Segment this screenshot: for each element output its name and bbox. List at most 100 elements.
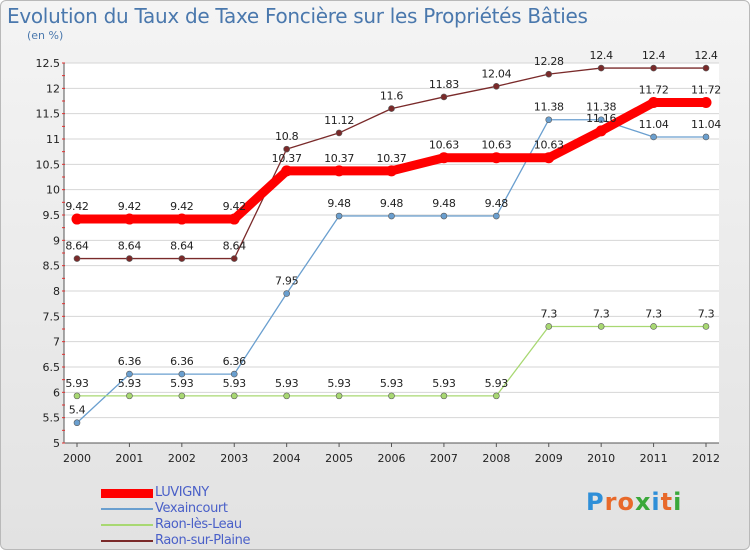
data-label: 11.04 [691,118,721,131]
y-tick-label: 9 [53,234,60,247]
data-point [73,392,81,400]
unit-label: (en %) [27,29,64,42]
legend-swatch [101,488,153,498]
data-label: 6.36 [223,355,247,368]
data-point [490,152,502,164]
data-point [702,64,710,72]
logo-letter: x [634,488,652,516]
legend-swatch [101,524,153,526]
data-label: 5.93 [485,377,509,390]
data-label: 10.63 [429,139,459,152]
legend-label: Raon-lès-Leau [155,517,242,532]
x-tick-label: 2005 [325,452,353,465]
data-label: 9.48 [380,197,404,210]
data-label: 11.72 [639,84,669,97]
data-label: 9.42 [170,200,193,213]
data-point [440,392,448,400]
data-label: 6.36 [170,355,194,368]
data-point [283,392,290,400]
data-label: 8.64 [65,240,89,253]
data-point [597,64,605,72]
logo-letter: o [617,488,635,516]
x-tick-label: 2011 [640,452,668,465]
data-label: 7.3 [593,307,610,320]
logo-letter: i [673,488,683,516]
proxiti-logo: Proxiti [586,488,682,516]
data-point [228,213,240,225]
data-label: 7.3 [540,307,557,320]
data-point [71,213,83,225]
data-label: 5.93 [65,377,89,390]
legend-label: Raon-sur-Plaine [155,533,251,548]
data-label: 11.83 [429,78,459,91]
data-label: 5.93 [118,377,142,390]
data-point [597,323,605,330]
data-label: 9.42 [223,200,246,213]
data-label: 8.64 [170,240,194,253]
data-label: 5.93 [380,377,404,390]
data-point [597,116,605,124]
data-label: 12.04 [481,67,511,80]
data-label: 11.04 [639,118,669,131]
x-tick-label: 2009 [535,452,563,465]
y-tick-label: 5 [53,437,60,450]
legend-label: Vexaincourt [155,501,228,516]
data-point [73,255,81,262]
chart-title: Evolution du Taux de Taxe Foncière sur l… [7,4,588,28]
data-point [388,392,395,400]
data-label: 12.4 [694,49,718,62]
legend-label: LUVIGNY [155,485,209,500]
data-point [126,255,133,262]
data-point [230,370,238,378]
data-point [178,392,186,400]
data-label: 5.93 [223,377,247,390]
y-tick-label: 11 [46,133,60,146]
y-tick-label: 8 [53,285,60,298]
x-tick-label: 2002 [168,452,196,465]
data-point [440,93,448,101]
data-label: 5.4 [69,404,86,417]
data-point [493,392,500,400]
y-tick-label: 12.5 [36,57,61,70]
data-label: 7.3 [645,307,662,320]
data-point [283,145,290,153]
logo-letter: P [586,488,605,516]
y-tick-label: 5.5 [43,412,61,425]
logo-letter: t [660,488,674,516]
x-tick-label: 2010 [587,452,615,465]
data-point [388,212,395,220]
data-label: 8.64 [118,240,142,253]
x-tick-label: 2001 [115,452,143,465]
data-point [440,212,448,220]
y-tick-label: 10 [46,184,60,197]
y-tick-label: 6.5 [43,361,61,374]
data-label: 11.6 [380,90,404,103]
data-point [73,419,81,427]
data-point [545,70,553,78]
data-point [650,64,657,72]
data-label: 10.37 [324,152,354,165]
data-label: 11.12 [324,114,354,127]
y-tick-label: 10.5 [36,158,61,171]
x-tick-label: 2008 [482,452,510,465]
data-label: 9.48 [327,197,351,210]
data-point [230,392,238,400]
data-label: 8.64 [223,240,247,253]
x-tick-label: 2003 [220,452,248,465]
data-point [281,165,293,177]
data-label: 6.36 [118,355,142,368]
x-tick-label: 2012 [692,452,720,465]
data-point [230,255,238,262]
data-point [702,323,710,330]
data-point [493,212,500,220]
x-tick-label: 2007 [430,452,458,465]
data-label: 11.16 [586,112,616,125]
y-tick-label: 8.5 [43,260,61,273]
data-point [700,97,712,109]
y-tick-label: 6 [53,386,60,399]
data-label: 5.93 [275,377,299,390]
data-point [176,213,188,225]
data-label: 9.48 [485,197,509,210]
data-point [702,133,710,141]
